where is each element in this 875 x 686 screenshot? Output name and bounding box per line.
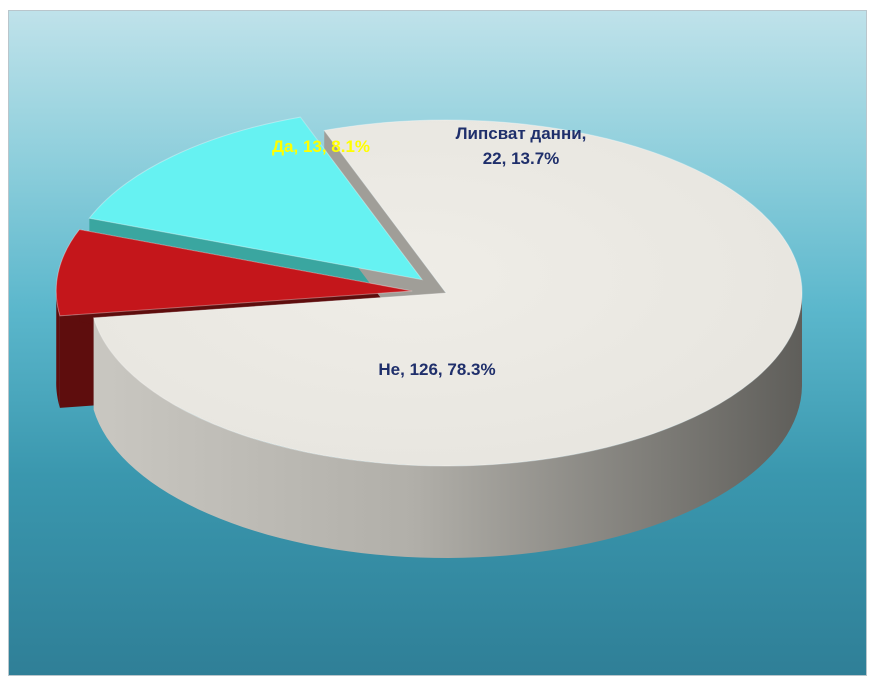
- data-label-2: Липсват данни, 22, 13.7%: [456, 124, 587, 168]
- pie-slice-2: [88, 116, 424, 281]
- slice-rim-0-0: [93, 294, 802, 558]
- slice-rim-1-0: [56, 288, 60, 408]
- data-label-2-line-0: Липсват данни,: [456, 124, 587, 143]
- data-label-2-line-1: 22, 13.7%: [483, 149, 560, 168]
- pie-slice-0: [93, 119, 803, 467]
- data-label-0: Не, 126, 78.3%: [378, 360, 495, 379]
- data-label-1: Да, 13, 8.1%: [272, 137, 370, 156]
- data-label-0-line-0: Не, 126, 78.3%: [378, 360, 495, 379]
- pie-slice-1: [55, 228, 413, 317]
- pie-chart-3d: Не, 126, 78.3% Да, 13, 8.1% Липсват данни,…: [55, 116, 803, 558]
- data-label-1-line-0: Да, 13, 8.1%: [272, 137, 370, 156]
- chart-area: Не, 126, 78.3% Да, 13, 8.1% Липсват данни,…: [8, 10, 867, 676]
